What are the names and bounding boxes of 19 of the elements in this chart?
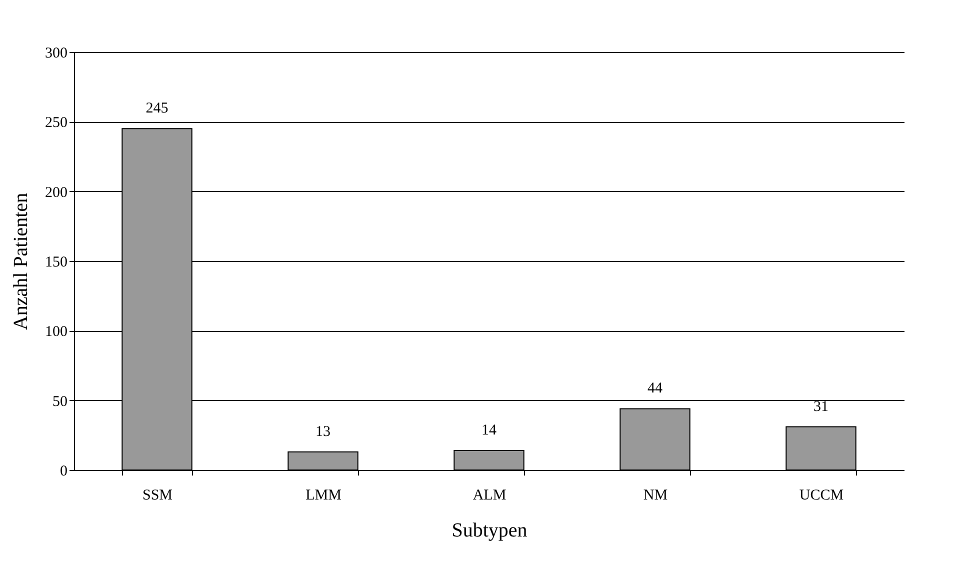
x-tick-label: SSM xyxy=(142,488,173,504)
y-tick-label: 50 xyxy=(52,394,68,410)
y-tick-label: 150 xyxy=(45,254,68,270)
x-tick-label: LMM xyxy=(306,488,342,504)
y-axis-title: Anzahl Patienten xyxy=(10,192,32,330)
y-tick-label: 0 xyxy=(60,464,68,480)
x-axis-title: Subtypen xyxy=(452,520,528,542)
y-tick-label: 100 xyxy=(45,324,68,340)
data-label: 13 xyxy=(316,424,330,440)
x-tick-label: UCCM xyxy=(799,488,844,504)
y-tick-label: 300 xyxy=(45,46,68,62)
y-tick-label: 200 xyxy=(45,184,68,201)
x-tick-label: NM xyxy=(643,488,668,504)
data-label: 31 xyxy=(814,398,828,415)
data-label: 245 xyxy=(146,100,168,117)
x-tick-label: ALM xyxy=(472,488,506,504)
data-label: 44 xyxy=(648,380,663,397)
data-label: 14 xyxy=(482,422,497,438)
y-tick-label: 250 xyxy=(45,115,68,132)
